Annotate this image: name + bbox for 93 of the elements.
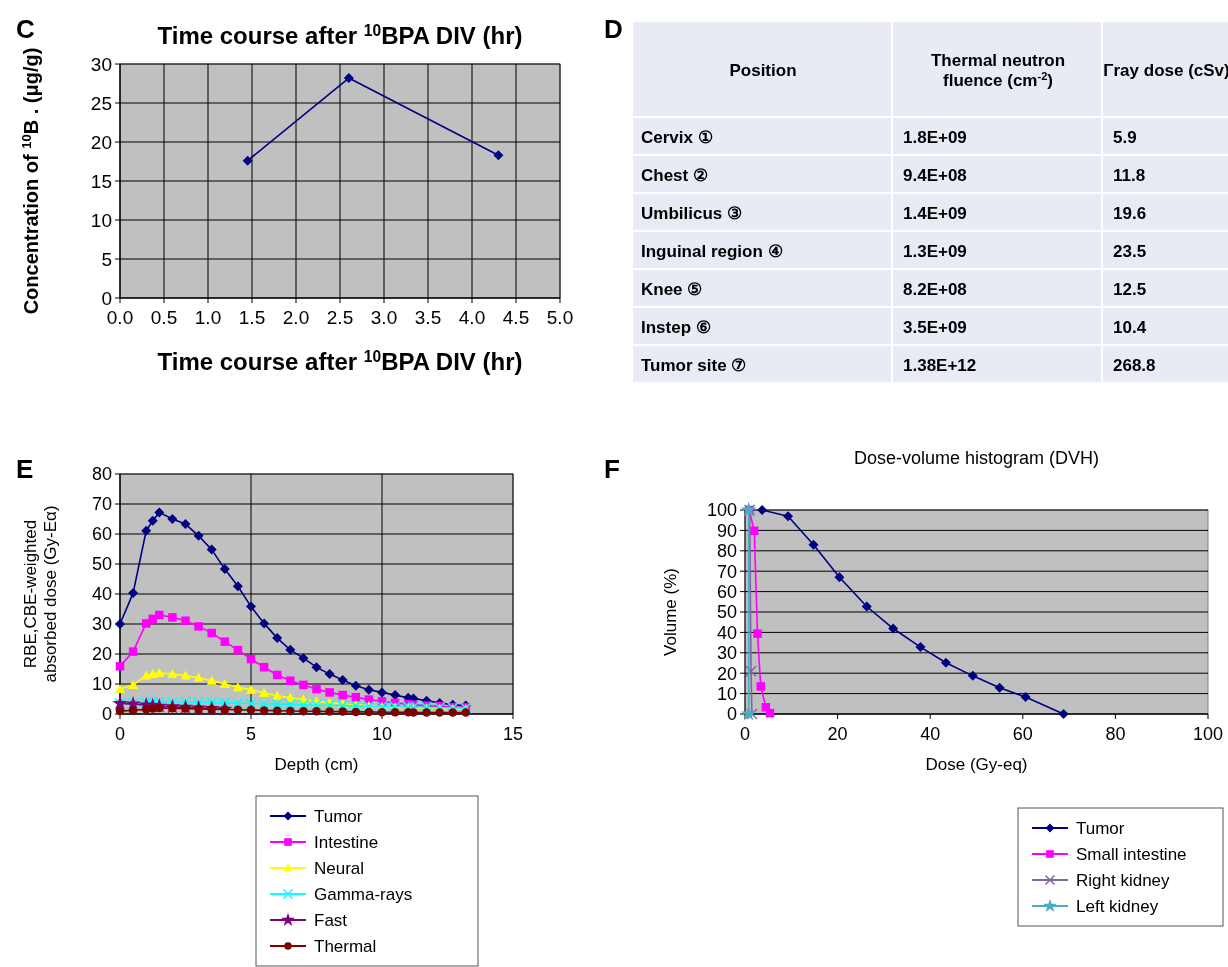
category-label: Inguinal region ④ bbox=[641, 241, 783, 261]
series-label: Thermal neutron fluence (cm$^{-2}$) bbox=[930, 50, 1066, 91]
x-axis-title: Time course after $^{10}$BPA DIV (hr) bbox=[157, 347, 523, 375]
x-tick-label: 15 bbox=[502, 724, 524, 744]
legend-label: Thermal bbox=[314, 936, 377, 956]
y-tick-label: 30 bbox=[716, 643, 737, 664]
legend-label: Intestine bbox=[314, 832, 379, 852]
y-tick-label: 60 bbox=[716, 581, 737, 602]
category-label: Umbilicus ③ bbox=[641, 203, 742, 223]
x-tick-label: 10 bbox=[371, 724, 393, 744]
data-label: 5.9 bbox=[1113, 127, 1137, 147]
legend-label: Neural bbox=[314, 858, 365, 878]
y-tick-label: 0 bbox=[101, 704, 112, 725]
y-tick-label: 10 bbox=[91, 674, 112, 695]
data-label: 23.5 bbox=[1113, 241, 1147, 261]
x-tick-label: 0 bbox=[739, 724, 751, 744]
y-axis-title: Volume (%) bbox=[661, 568, 680, 656]
category-label: Cervix ① bbox=[641, 127, 713, 147]
y-tick-label: 10 bbox=[90, 209, 112, 231]
y-tick-label: 30 bbox=[90, 53, 112, 75]
legend-label: Left kidney bbox=[1076, 896, 1159, 916]
text: Γray dose (cSv) bbox=[1103, 60, 1228, 80]
x-tick-label: 4.0 bbox=[458, 307, 486, 328]
legend-label: Small intestine bbox=[1076, 844, 1187, 864]
x-tick-label: 60 bbox=[1012, 724, 1033, 744]
data-label: 1.38E+12 bbox=[903, 355, 977, 375]
x-axis-title: Depth (cm) bbox=[274, 755, 359, 774]
data-label: 12.5 bbox=[1113, 279, 1147, 299]
x-tick-label: 20 bbox=[827, 724, 848, 744]
y-tick-label: 70 bbox=[716, 561, 737, 582]
chart-title: Dose-volume histogram (DVH) bbox=[853, 448, 1100, 468]
x-tick-label: 100 bbox=[1192, 724, 1224, 744]
y-tick-label: 60 bbox=[91, 524, 112, 545]
y-axis-title: RBE,CBE-weighted absorbed dose (Gy-Eα) bbox=[20, 505, 61, 683]
x-tick-label: 1.5 bbox=[238, 307, 266, 328]
data-label: 10.4 bbox=[1113, 317, 1147, 337]
y-tick-label: 90 bbox=[716, 520, 737, 541]
data-label: 11.8 bbox=[1113, 165, 1146, 185]
text: Position bbox=[729, 60, 797, 80]
y-tick-label: 100 bbox=[706, 500, 737, 521]
chart-title: Time course after $^{10}$BPA DIV (hr) bbox=[157, 21, 523, 49]
y-tick-label: 80 bbox=[91, 464, 112, 485]
category-label: Chest ② bbox=[641, 165, 708, 185]
y-tick-label: 80 bbox=[716, 541, 737, 562]
y-tick-label: 40 bbox=[716, 622, 737, 643]
legend-label: Gamma-rays bbox=[314, 884, 413, 904]
x-tick-label: 3.0 bbox=[370, 307, 398, 328]
x-tick-label: 5 bbox=[245, 724, 257, 744]
x-tick-label: 0.0 bbox=[106, 307, 134, 328]
text: C bbox=[16, 14, 35, 44]
y-tick-label: 30 bbox=[91, 614, 112, 635]
x-tick-label: 0.5 bbox=[150, 307, 178, 328]
legend-label: Fast bbox=[314, 910, 348, 930]
y-tick-label: 70 bbox=[91, 494, 112, 515]
legend-label: Tumor bbox=[314, 806, 363, 826]
y-tick-label: 50 bbox=[91, 554, 112, 575]
y-tick-label: 20 bbox=[90, 131, 112, 153]
data-label: 8.2E+08 bbox=[903, 279, 967, 299]
x-tick-label: 1.0 bbox=[194, 307, 222, 328]
x-tick-label: 2.5 bbox=[326, 307, 354, 328]
legend-label: Right kidney bbox=[1076, 870, 1171, 890]
text: E bbox=[16, 454, 34, 484]
x-tick-label: 3.5 bbox=[414, 307, 442, 328]
x-tick-label: 2.0 bbox=[282, 307, 310, 328]
data-label: 268.8 bbox=[1113, 355, 1156, 375]
data-label: 1.3E+09 bbox=[903, 241, 967, 261]
data-label: 1.8E+09 bbox=[903, 127, 967, 147]
data-label: 3.5E+09 bbox=[903, 317, 967, 337]
y-tick-label: 0 bbox=[101, 287, 112, 309]
x-tick-label: 4.5 bbox=[502, 307, 530, 328]
y-tick-label: 10 bbox=[716, 683, 737, 704]
y-tick-label: 20 bbox=[716, 663, 737, 684]
data-label: 19.6 bbox=[1113, 203, 1147, 223]
x-tick-label: 40 bbox=[920, 724, 941, 744]
x-tick-label: 80 bbox=[1105, 724, 1126, 744]
category-label: Tumor site ⑦ bbox=[641, 355, 747, 375]
text: D bbox=[604, 14, 623, 44]
legend-label: Tumor bbox=[1076, 818, 1125, 838]
x-axis-title: Dose (Gy-eq) bbox=[925, 755, 1028, 774]
y-tick-label: 20 bbox=[91, 644, 112, 665]
y-tick-label: 0 bbox=[726, 704, 737, 725]
y-tick-label: 25 bbox=[90, 92, 112, 114]
data-label: 1.4E+09 bbox=[903, 203, 967, 223]
x-tick-label: 5.0 bbox=[546, 307, 574, 328]
category-label: Knee ⑤ bbox=[641, 279, 703, 299]
category-label: Instep ⑥ bbox=[641, 317, 711, 337]
text: F bbox=[604, 454, 620, 484]
data-label: 9.4E+08 bbox=[903, 165, 967, 185]
y-tick-label: 50 bbox=[716, 602, 737, 623]
y-tick-label: 5 bbox=[101, 248, 112, 270]
x-tick-label: 0 bbox=[114, 724, 126, 744]
y-tick-label: 40 bbox=[91, 584, 112, 605]
y-tick-label: 15 bbox=[90, 170, 112, 192]
